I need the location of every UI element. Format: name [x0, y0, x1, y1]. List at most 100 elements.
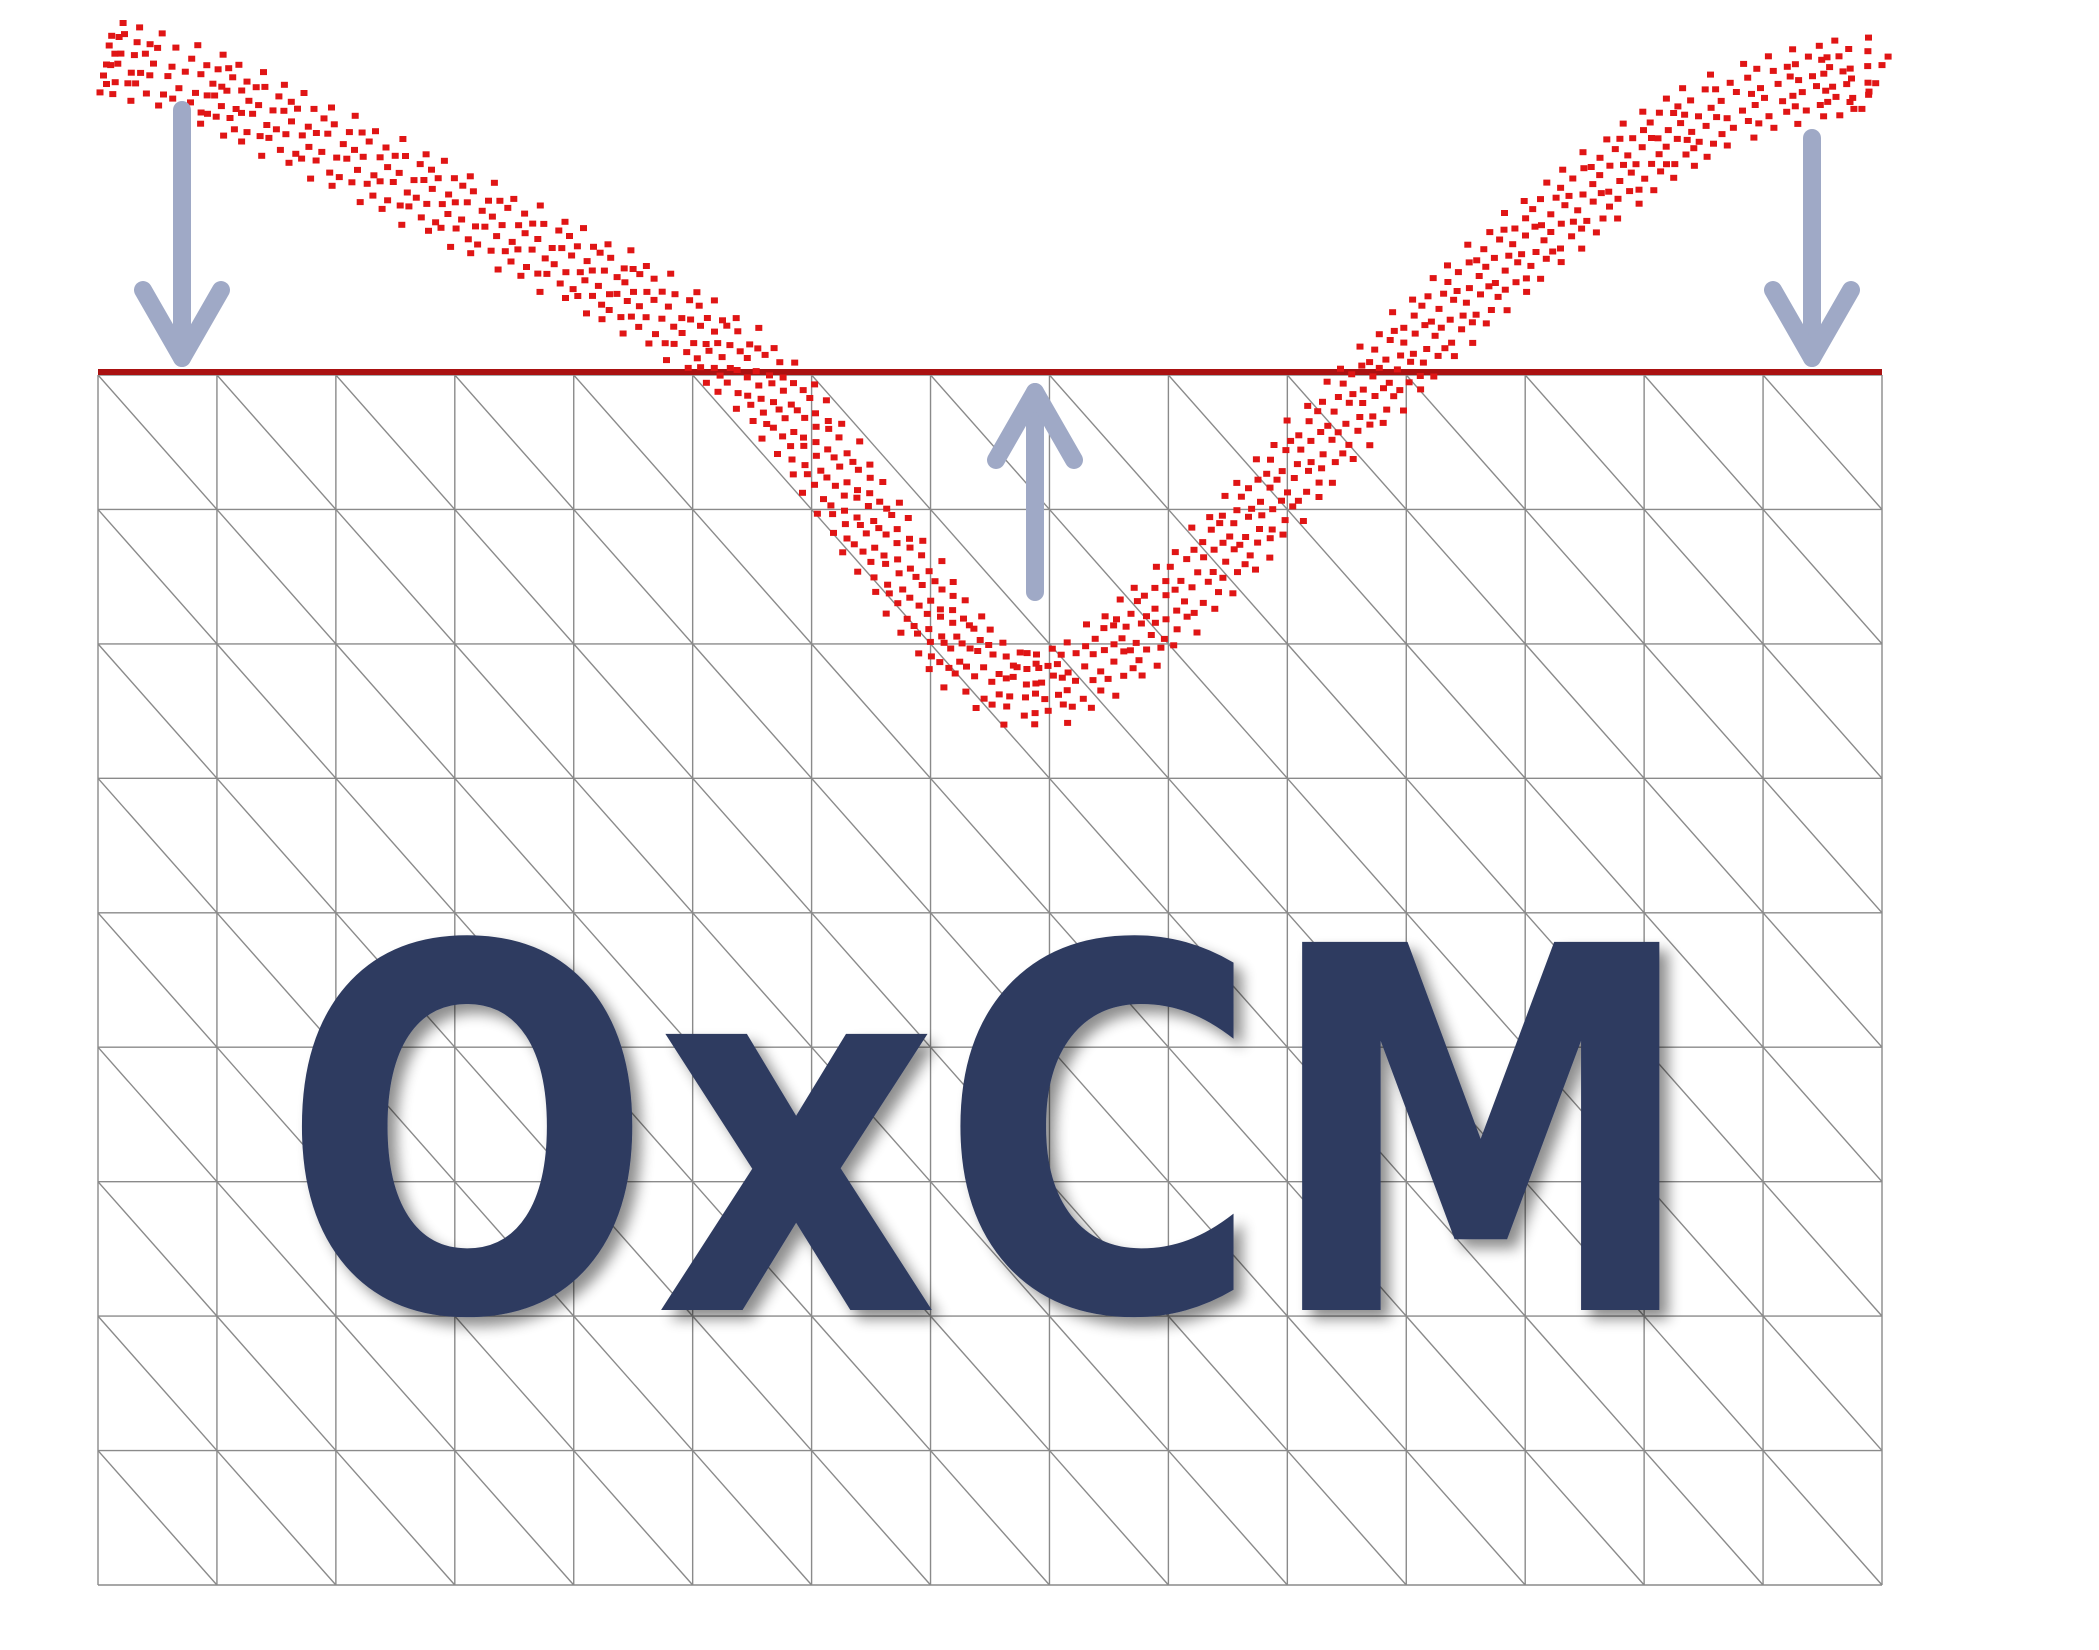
particle [566, 233, 573, 239]
mesh-line [930, 777, 1050, 914]
particle [1574, 207, 1582, 214]
mesh-line [216, 1450, 337, 1586]
particle [770, 399, 777, 406]
particle [1284, 489, 1291, 496]
particle [1303, 488, 1311, 495]
particle [1331, 459, 1339, 466]
particle [485, 197, 492, 204]
particle [947, 645, 955, 652]
particle [1116, 596, 1124, 603]
particle [1469, 339, 1477, 346]
mesh-line [1405, 777, 1526, 914]
particle [1596, 154, 1604, 161]
particle [451, 199, 459, 206]
particle [714, 340, 722, 347]
particle [1366, 421, 1374, 428]
mesh-line [216, 777, 337, 914]
particle [937, 613, 944, 620]
particle [258, 152, 266, 159]
particle [664, 303, 672, 310]
particle [1009, 673, 1017, 680]
particle [330, 121, 338, 128]
particle [1635, 186, 1643, 193]
particle [1305, 418, 1313, 425]
particle [310, 105, 318, 112]
particle [356, 199, 364, 206]
particle [211, 92, 219, 99]
particle [697, 364, 705, 371]
particle [1063, 639, 1071, 646]
particle [1616, 178, 1624, 184]
particle [1568, 233, 1576, 240]
particle [292, 150, 300, 157]
particle [695, 302, 703, 309]
particle [995, 691, 1003, 698]
particle [1064, 669, 1072, 676]
particle [1287, 437, 1295, 444]
particle [894, 600, 902, 607]
particle [799, 489, 806, 496]
particle [1677, 120, 1685, 127]
particle [1389, 309, 1397, 316]
particle [417, 214, 425, 221]
particle [523, 264, 530, 270]
mesh-line [454, 1181, 575, 1317]
particle [300, 90, 308, 96]
particle [1435, 305, 1443, 312]
particle [1354, 427, 1362, 434]
particle [1663, 161, 1670, 168]
particle [1707, 71, 1714, 78]
particle [529, 220, 537, 227]
particle [136, 24, 144, 31]
particle [396, 202, 404, 209]
particle [203, 92, 211, 99]
particle [1183, 556, 1191, 563]
mesh-line [1167, 912, 1288, 1048]
particle [351, 112, 359, 119]
mesh-line [692, 777, 813, 914]
particle [1674, 103, 1682, 110]
particle [915, 650, 923, 657]
particle [214, 66, 222, 73]
particle [1151, 584, 1159, 591]
mesh-line [1286, 912, 1407, 1048]
particle [1226, 533, 1234, 540]
mesh-line [1524, 777, 1645, 914]
particle [1091, 635, 1099, 642]
particle [1104, 675, 1112, 682]
particle [1337, 365, 1344, 372]
mesh-line [573, 1046, 694, 1183]
particle [960, 615, 967, 622]
triangulated-mesh [97, 374, 1883, 1586]
particle [718, 354, 726, 361]
particle [940, 684, 948, 691]
mesh-line [1762, 912, 1883, 1048]
particle [1270, 442, 1278, 448]
particle [1500, 226, 1508, 233]
particle [710, 297, 718, 304]
particle [391, 152, 399, 159]
mesh-line [454, 374, 575, 510]
mesh-line [692, 912, 813, 1048]
particle [1233, 479, 1241, 486]
particle [395, 169, 403, 176]
particle [218, 83, 226, 90]
particle [1712, 86, 1720, 93]
particle [806, 395, 814, 401]
particle [769, 424, 777, 431]
particle [951, 670, 959, 677]
particle [1295, 432, 1303, 439]
particle [1503, 307, 1511, 314]
particle [1587, 164, 1595, 170]
particle-cloud [96, 20, 1892, 728]
mesh-line [1286, 643, 1407, 779]
particle [150, 60, 157, 67]
particle [839, 549, 847, 556]
particle [938, 633, 946, 640]
particle [953, 633, 961, 640]
particle [1878, 62, 1886, 69]
particle [1589, 198, 1597, 205]
particle [1444, 279, 1452, 285]
particle [1542, 255, 1550, 262]
particle [399, 136, 407, 142]
